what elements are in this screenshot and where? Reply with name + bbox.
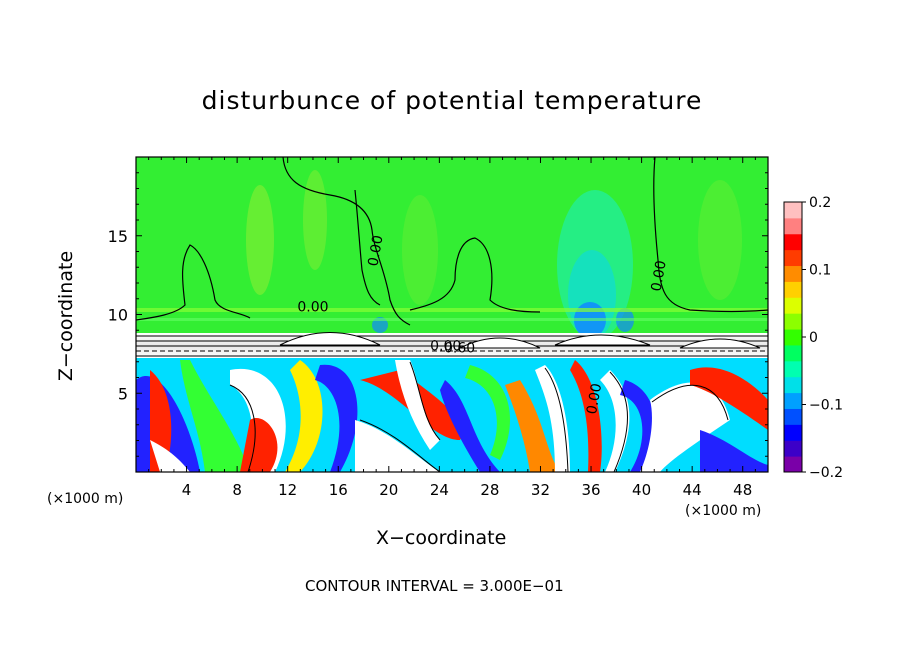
colorbar: 0.2 0.1 0 −0.1 −0.2 xyxy=(783,195,843,481)
band-bump xyxy=(554,334,651,346)
x-tick-label: 44 xyxy=(683,481,702,499)
colorbar-swatch xyxy=(784,217,802,235)
contour-interval-note: CONTOUR INTERVAL = 3.000E−01 xyxy=(305,577,564,595)
colorbar-swatch xyxy=(784,408,802,425)
colorbar-swatch xyxy=(784,456,802,473)
colorbar-swatch xyxy=(784,392,802,409)
colorbar-tick-label: −0.1 xyxy=(809,398,843,414)
z-unit-label: (×1000 m) xyxy=(47,491,124,507)
colorbar-swatch xyxy=(784,329,802,346)
contour-label: 0.00 xyxy=(365,234,386,267)
colorbar-tick-label: −0.2 xyxy=(809,465,843,481)
x-tick-label: 4 xyxy=(182,481,192,499)
colorbar-swatch xyxy=(784,265,802,282)
x-tick-label: 36 xyxy=(581,481,600,499)
colorbar-swatch xyxy=(784,233,802,251)
y-axis-label: Z−coordinate xyxy=(55,250,77,382)
colorbar-swatch xyxy=(784,249,802,267)
colorbar-tick-label: 0.2 xyxy=(809,195,831,211)
contour-label: 0.60 xyxy=(444,340,475,356)
colorbar-tick-label: 0 xyxy=(809,330,818,346)
band-bump xyxy=(279,332,381,346)
colorbar-tick-label: 0.1 xyxy=(809,263,831,279)
contour-label: 0.00 xyxy=(584,382,605,415)
colorbar-swatch xyxy=(784,344,802,362)
band-contours xyxy=(136,335,768,357)
x-axis-label: X−coordinate xyxy=(376,527,507,549)
x-tick-label: 24 xyxy=(430,481,449,499)
x-tick-label: 48 xyxy=(733,481,752,499)
colorbar-swatch xyxy=(784,313,802,330)
band-bump xyxy=(459,337,541,349)
x-tick-label: 40 xyxy=(632,481,651,499)
x-tick-label: 32 xyxy=(531,481,550,499)
colorbar-swatch xyxy=(784,281,802,298)
contour-label: 0.00 xyxy=(430,339,461,355)
colorbar-swatch xyxy=(784,424,802,441)
level-stripe xyxy=(136,318,768,321)
band-bump xyxy=(679,338,761,349)
colorbar-swatch xyxy=(784,202,802,219)
x-tick-label: 8 xyxy=(232,481,242,499)
chart-title: disturbunce of potential temperature xyxy=(201,86,703,115)
x-axis: 4 8 12 16 20 24 28 32 36 40 44 48 xyxy=(148,157,756,499)
upper-streak xyxy=(402,195,438,305)
upper-contours xyxy=(136,157,768,326)
upper-streak xyxy=(698,180,742,300)
upper-streak xyxy=(303,170,327,270)
x-tick-label: 16 xyxy=(329,481,348,499)
contour-label: 0.00 xyxy=(649,259,670,292)
y-tick-label: 10 xyxy=(108,306,128,325)
x-tick-label: 20 xyxy=(379,481,398,499)
colorbar-swatch xyxy=(784,297,802,314)
turbulent-structures xyxy=(136,360,768,472)
x-tick-label: 12 xyxy=(278,481,297,499)
level-stripe xyxy=(136,308,768,312)
colorbar-swatch xyxy=(784,360,802,378)
colorbar-swatch xyxy=(784,376,802,394)
upper-streak xyxy=(246,185,274,295)
y-axis: 5 10 15 xyxy=(108,172,768,457)
lower-contours xyxy=(229,361,729,472)
y-tick-label: 5 xyxy=(118,384,128,403)
contour-labels: 0.000.000.000.600.000.00 xyxy=(297,234,669,416)
heatmap-field xyxy=(136,157,768,472)
colorbar-swatch xyxy=(784,440,802,457)
x-tick-label: 28 xyxy=(480,481,499,499)
contour-label: 0.00 xyxy=(297,299,328,315)
x-unit-label: (×1000 m) xyxy=(685,503,762,519)
y-tick-label: 15 xyxy=(108,227,128,246)
